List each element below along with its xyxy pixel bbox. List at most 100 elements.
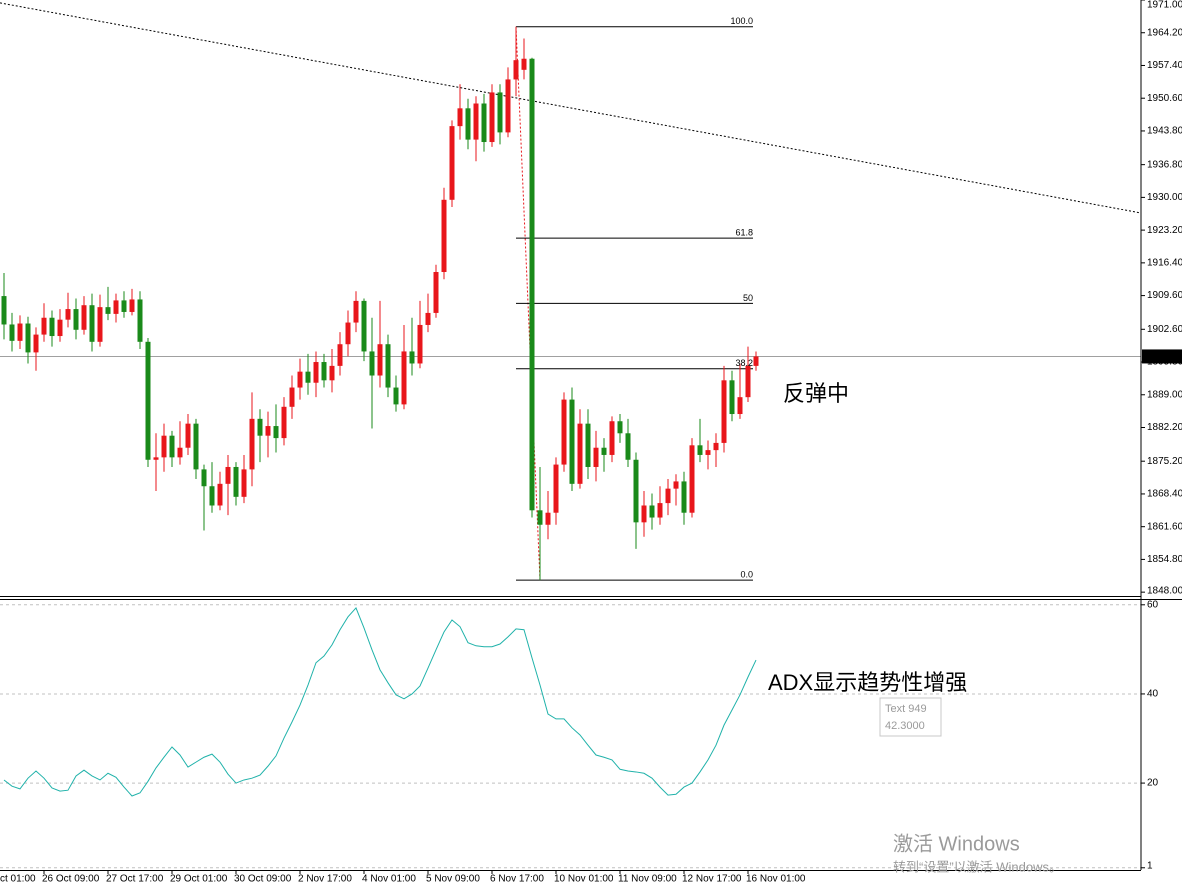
candle-body (681, 481, 687, 513)
candle-body (201, 469, 207, 487)
candle-body (313, 362, 319, 383)
y-tick-label: 1930.00 (1147, 192, 1182, 203)
y-tick-label: 1889.00 (1147, 389, 1182, 400)
candle-body (209, 486, 215, 506)
candle-body (81, 305, 87, 330)
candle-body (265, 426, 271, 436)
candle-body (529, 58, 535, 511)
candle-body (417, 324, 423, 364)
y-tick-label: 1882.20 (1147, 422, 1182, 433)
x-tick-label: 6 Nov 17:00 (490, 874, 544, 885)
candle-body (673, 481, 679, 489)
candle-body (145, 341, 151, 460)
candle-body (129, 299, 135, 312)
candle-body (665, 488, 671, 504)
x-tick-label: 5 Nov 09:00 (426, 874, 480, 885)
y-tick-label: 1971.00 (1147, 0, 1182, 11)
watermark-subtitle: 转到“设置”以激活 Windows。 (893, 859, 1062, 874)
candle-body (361, 300, 367, 352)
x-tick-label: 10 Nov 01:00 (554, 874, 614, 885)
candle-body (617, 421, 623, 434)
candle-body (25, 323, 31, 353)
candle-body (241, 469, 247, 497)
candle-body (425, 312, 431, 325)
candle-body (41, 317, 47, 335)
candle-body (169, 435, 175, 458)
y-tick-label: 1916.40 (1147, 257, 1182, 268)
y-tick-label: 1861.60 (1147, 521, 1182, 532)
y-tick-label: 1854.80 (1147, 554, 1182, 565)
last-price-box (1142, 349, 1182, 364)
candle-body (57, 319, 63, 337)
fib-label: 50 (743, 293, 753, 303)
candle-body (609, 421, 615, 455)
candle-body (457, 108, 463, 127)
candle-body (321, 362, 327, 381)
candle-body (465, 108, 471, 140)
candle-body (49, 317, 55, 337)
candle-body (89, 305, 95, 342)
candle-body (505, 79, 511, 133)
y-tick-label: 1868.40 (1147, 489, 1182, 500)
y-tick-label: 1875.20 (1147, 456, 1182, 467)
candle-body (249, 418, 255, 470)
candle-body (369, 351, 375, 376)
candle-body (337, 344, 343, 366)
candle-body (409, 351, 415, 364)
y-tick-label: 1950.60 (1147, 93, 1182, 104)
candle-body (513, 60, 519, 80)
candle-body (577, 423, 583, 484)
fib-label: 100.0 (730, 16, 753, 26)
candle-body (33, 334, 39, 353)
candle-body (449, 126, 455, 200)
adx-line (3, 606, 757, 797)
candle-body (553, 464, 559, 513)
tooltip-text: 42.3000 (885, 720, 925, 732)
candle-body (737, 397, 743, 415)
candle-body (481, 103, 487, 143)
x-tick-label: 2 Nov 17:00 (298, 874, 352, 885)
candle-body (377, 344, 383, 376)
x-tick-label: 29 Oct 01:00 (170, 874, 228, 885)
candle-body (9, 324, 15, 341)
candle-body (193, 423, 199, 470)
candle-body (177, 447, 183, 458)
candle-body (385, 344, 391, 388)
candle-body (185, 423, 191, 448)
candle-body (105, 307, 111, 314)
candle-body (601, 447, 607, 455)
candle-body (537, 510, 543, 525)
candle-body (137, 299, 143, 342)
y-tick-label: 1923.20 (1147, 225, 1182, 236)
candle-body (257, 418, 263, 436)
candle-body (641, 505, 647, 523)
y-tick-label: 20 (1147, 778, 1159, 789)
candle-body (297, 371, 303, 388)
candle-body (289, 387, 295, 407)
y-tick-label: 1902.60 (1147, 324, 1182, 335)
candle-body (649, 505, 655, 518)
candle-body (113, 300, 119, 314)
y-tick-label: 1943.80 (1147, 126, 1182, 137)
y-tick-label: 1936.80 (1147, 159, 1182, 170)
candle-body (161, 435, 167, 458)
candle-body (281, 406, 287, 439)
candle-body (745, 365, 751, 398)
candle-body (65, 309, 71, 320)
grid-layer (0, 0, 1145, 874)
candle-body (705, 450, 711, 455)
candle-body (441, 199, 447, 273)
candle-body (273, 426, 279, 439)
y-tick-label: 40 (1147, 689, 1159, 700)
y-tick-label: 1848.00 (1147, 586, 1182, 597)
candle-body (225, 466, 231, 484)
x-tick-label: ct 01:00 (0, 874, 36, 885)
candle-body (401, 351, 407, 405)
x-tick-label: 4 Nov 01:00 (362, 874, 416, 885)
x-tick-label: 11 Nov 09:00 (618, 874, 677, 885)
candle-body (753, 356, 759, 366)
watermark-title: 激活 Windows (893, 832, 1020, 855)
candle-body (689, 445, 695, 513)
